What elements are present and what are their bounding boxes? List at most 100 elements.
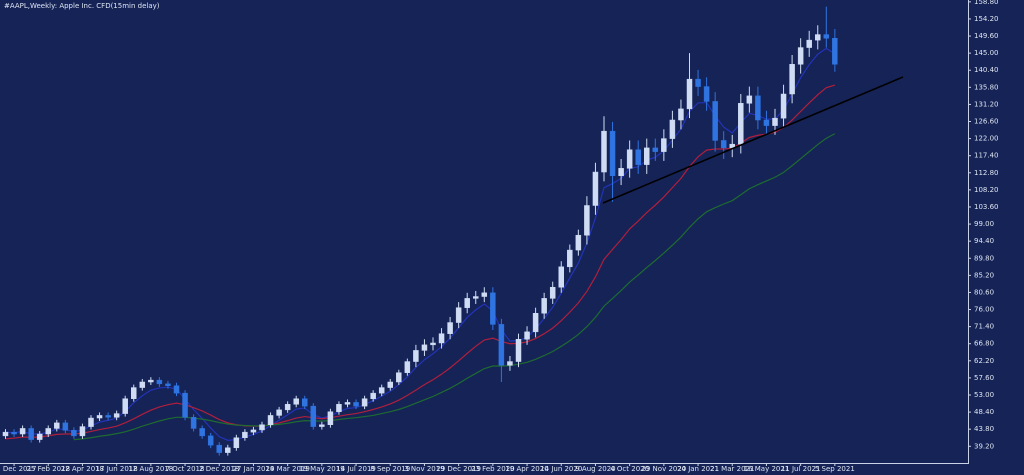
x-tick-label: 17 Jun 2018: [96, 465, 138, 473]
y-tick-label: 89.80: [974, 254, 994, 262]
candle-body: [62, 422, 69, 431]
candle-body: [113, 413, 120, 418]
x-tick-label: 4 Oct 2020: [610, 465, 649, 473]
candle-body: [618, 168, 624, 177]
plot-area: [2, 6, 838, 456]
y-tick-label: 57.60: [974, 374, 994, 382]
candle-body: [541, 298, 547, 314]
candle-body: [515, 339, 522, 362]
candle-body: [122, 398, 128, 414]
candle-body: [190, 417, 197, 429]
moving-average-line: [73, 133, 836, 441]
candle-body: [199, 428, 205, 437]
candle-body: [601, 130, 607, 173]
y-tick-label: 76.00: [974, 306, 994, 314]
x-tick-label: 14 Jun 2020: [540, 465, 582, 473]
candle-body: [88, 417, 94, 427]
candle-body: [207, 435, 214, 446]
x-tick-label: 31 Dec 2017: [0, 465, 36, 473]
candle-body: [575, 234, 582, 251]
candle-body: [54, 422, 60, 429]
candle-body: [96, 415, 103, 419]
candle-body: [310, 405, 317, 427]
x-tick-label: 23 Feb 2020: [471, 465, 515, 473]
y-tick-label: 112.80: [974, 169, 999, 177]
x-tick-label: 5 Sep 2021: [815, 465, 855, 473]
candle-body: [763, 119, 770, 126]
candle-body: [302, 398, 308, 407]
candle-body: [173, 385, 180, 394]
x-tick-label: 3 Nov 2019: [404, 465, 444, 473]
candle-body: [652, 147, 659, 152]
x-tick-label: 19 May 2019: [299, 465, 345, 473]
candle-body: [626, 149, 633, 169]
candle-body: [36, 433, 43, 440]
moving-average-line: [5, 84, 836, 440]
x-tick-label: 21 Mar 2021: [710, 465, 754, 473]
candle-body: [319, 424, 325, 427]
y-tick-label: 53.00: [974, 391, 994, 399]
candle-body: [387, 381, 393, 388]
candle-body: [353, 402, 359, 407]
candle-body: [2, 431, 9, 437]
candle-body: [490, 292, 496, 325]
candle-body: [815, 34, 821, 41]
y-tick-label: 135.80: [974, 83, 999, 91]
y-tick-label: 66.80: [974, 340, 994, 348]
candle-body: [225, 447, 231, 453]
y-tick-label: 103.60: [974, 203, 999, 211]
candle-body: [413, 350, 419, 362]
candle-body: [71, 430, 77, 437]
candle-body: [148, 379, 154, 383]
chart-title: #AAPL,Weekly: Apple Inc. CFD(15min delay…: [4, 2, 160, 10]
candle-body: [327, 411, 334, 425]
x-tick-label: 24 Jan 2021: [677, 465, 719, 473]
candle-body: [216, 444, 222, 453]
candle-body: [156, 379, 163, 385]
x-tick-label: 19 Apr 2020: [505, 465, 548, 473]
x-tick-label: 27 Jan 2019: [232, 465, 274, 473]
candle-body: [105, 415, 111, 418]
candle-body: [720, 140, 727, 149]
candle-body: [609, 130, 616, 177]
candle-body: [447, 322, 453, 334]
y-tick-label: 94.40: [974, 237, 994, 245]
candle-body: [635, 149, 641, 165]
candle-body: [686, 78, 693, 110]
candle-body: [242, 431, 248, 438]
candle-body: [507, 361, 513, 366]
x-tick-label: 9 Aug 2020: [575, 465, 615, 473]
candle-body: [703, 86, 710, 102]
candle-body: [644, 147, 650, 165]
candle-body: [695, 78, 701, 87]
y-tick-label: 149.60: [974, 32, 999, 40]
candle-body: [293, 398, 299, 405]
candle-body: [712, 101, 718, 141]
moving-average-line: [5, 47, 836, 441]
candle-body: [421, 344, 428, 351]
candle-body: [79, 426, 86, 437]
candle-body: [455, 307, 462, 323]
candle-body: [661, 138, 667, 152]
x-tick-label: 7 Oct 2018: [166, 465, 205, 473]
candle-body: [165, 383, 171, 386]
candle-body: [464, 298, 470, 308]
x-tick-label: 22 Apr 2018: [61, 465, 104, 473]
x-tick-label: 29 Dec 2019: [436, 465, 481, 473]
candle-body: [498, 324, 505, 366]
y-tick-label: 131.20: [974, 100, 999, 108]
candle-body: [832, 38, 838, 65]
candle-body: [250, 429, 257, 433]
y-tick-label: 99.00: [974, 220, 994, 228]
y-tick-label: 126.60: [974, 118, 999, 126]
candle-body: [481, 292, 488, 297]
candle-body: [678, 108, 684, 121]
x-tick-label: 16 May 2021: [744, 465, 790, 473]
x-tick-label: 8 Sep 2019: [370, 465, 410, 473]
candle-body: [344, 402, 351, 405]
candle-body: [823, 34, 830, 39]
candle-body: [532, 312, 539, 333]
y-tick-label: 43.80: [974, 425, 994, 433]
x-tick-label: 14 Jul 2019: [336, 465, 376, 473]
